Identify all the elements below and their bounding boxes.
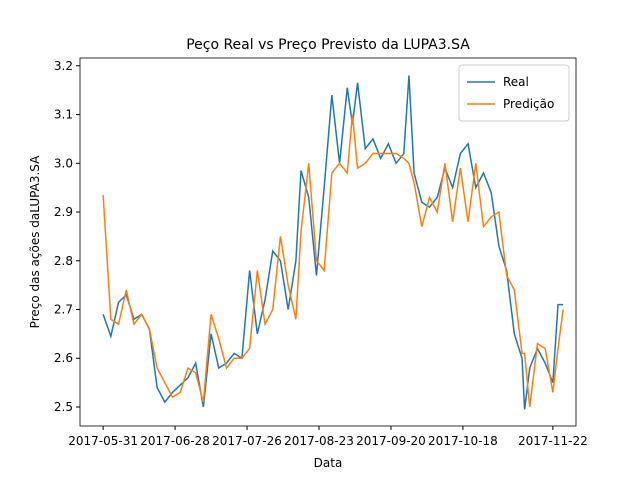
- y-axis-label: Preço das ações daLUPA3.SA: [28, 155, 42, 328]
- plot-frame: [79, 57, 577, 427]
- y-tick-label: 2.8: [54, 254, 73, 268]
- x-tick-label: 2017-10-18: [428, 434, 498, 448]
- y-tick-label: 3.2: [54, 59, 73, 73]
- x-tick-label: 2017-09-20: [356, 434, 426, 448]
- y-tick-label: 2.9: [54, 205, 73, 219]
- x-tick-label: 2017-06-28: [140, 434, 210, 448]
- x-tick-label: 2017-05-31: [68, 434, 138, 448]
- x-axis-label: Data: [314, 456, 343, 470]
- x-tick-label: 2017-11-22: [518, 434, 588, 448]
- series-line: [102, 114, 564, 408]
- legend-box: [458, 64, 570, 122]
- x-tick-label: 2017-08-23: [284, 434, 354, 448]
- series-line: [102, 75, 564, 410]
- legend-label: Real: [503, 75, 529, 89]
- y-tick-label: 3.0: [54, 156, 73, 170]
- legend-label: Predição: [503, 97, 554, 111]
- y-tick-label: 2.5: [54, 400, 73, 414]
- y-tick-label: 3.1: [54, 108, 73, 122]
- y-tick-label: 2.6: [54, 351, 73, 365]
- chart-title: Peço Real vs Preço Previsto da LUPA3.SA: [186, 37, 470, 53]
- y-tick-label: 2.7: [54, 303, 73, 317]
- x-tick-label: 2017-07-26: [212, 434, 282, 448]
